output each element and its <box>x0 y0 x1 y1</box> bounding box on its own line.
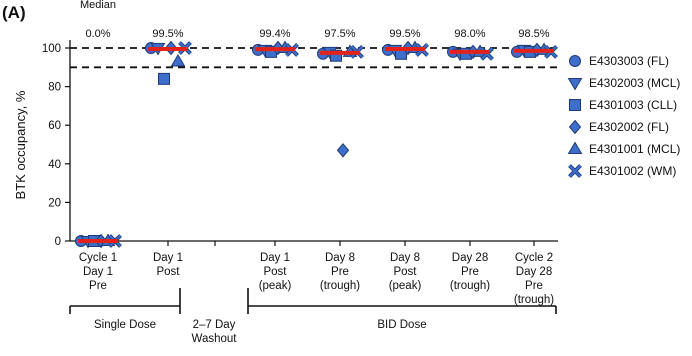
legend-marker-diamond <box>568 119 582 135</box>
x-category-label: Cycle 1 Day 1 Pre <box>79 252 117 292</box>
phase-label: BID Dose <box>377 319 426 331</box>
median-value-label: 0.0% <box>85 28 110 40</box>
legend-label: E4301002 (WM) <box>589 164 676 178</box>
plot-area: 0 20 40 60 80 100 Cycle 1 Day 1 Pre Day 1 Post Day … <box>42 28 558 345</box>
median-header: Median <box>80 0 116 11</box>
data-point-triangle-up <box>170 54 186 67</box>
x-category-label: Cycle 2 Day 28 Pre (trough) <box>514 252 554 306</box>
data-point-square <box>158 72 170 85</box>
legend-label: E4302003 (MCL) <box>589 76 680 90</box>
x-category-label: Day 8 Pre (trough) <box>320 252 360 292</box>
data-point-diamond <box>336 143 350 158</box>
y-tick-label: 100 <box>42 43 61 55</box>
x-category-label: Day 28 Pre (trough) <box>450 252 490 292</box>
legend-label: E4302002 (FL) <box>589 120 669 134</box>
median-value-label: 99.4% <box>259 28 290 40</box>
legend-marker-x <box>568 164 582 178</box>
median-value-label: 99.5% <box>152 28 183 40</box>
panel-label: (A) <box>2 3 26 22</box>
legend-marker-triangle-up <box>567 141 583 154</box>
phase-label: 2–7 Day Washout <box>192 319 238 345</box>
data-point-square <box>330 49 342 62</box>
median-value-label: 99.5% <box>389 28 420 40</box>
y-axis-label: BTK occupancy, % <box>13 90 28 199</box>
legend-label: E4301003 (CLL) <box>589 98 677 112</box>
x-category-label: Day 8 Post (peak) <box>389 252 422 292</box>
y-tick-label: 80 <box>48 82 61 94</box>
y-tick-label: 60 <box>48 120 61 132</box>
x-marker-stroke <box>568 164 582 178</box>
median-value-label: 97.5% <box>324 28 355 40</box>
legend-marker-triangle-down <box>567 78 583 91</box>
median-value-label: 98.0% <box>454 28 485 40</box>
y-tick-label: 20 <box>48 197 61 209</box>
y-tick-label: 0 <box>55 236 61 248</box>
phase-label: Single Dose <box>94 319 156 331</box>
x-category-label: Day 1 Post (peak) <box>259 252 292 292</box>
legend-marker-circle <box>569 55 581 67</box>
legend-label: E4303003 (FL) <box>589 54 669 68</box>
legend-label: E4301001 (MCL) <box>589 142 680 156</box>
median-value-label: 98.5% <box>518 28 549 40</box>
legend-marker-square <box>569 99 581 111</box>
y-tick-label: 40 <box>48 159 61 171</box>
x-category-label: Day 1 Post <box>153 252 183 278</box>
legend: E4303003 (FL) E4302003 (MCL) E4301003 (CLL… <box>567 54 680 178</box>
